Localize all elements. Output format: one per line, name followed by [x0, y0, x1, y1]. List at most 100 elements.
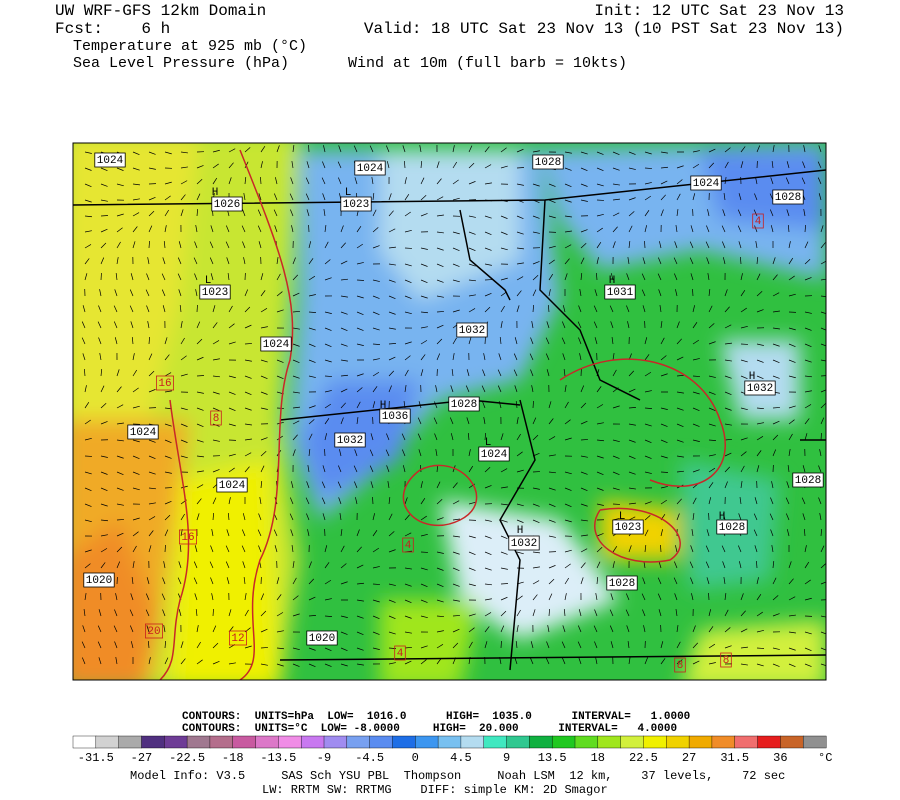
barb — [420, 311, 428, 314]
barb — [548, 259, 555, 265]
barb — [257, 209, 262, 217]
barb — [738, 513, 742, 521]
barb — [708, 497, 712, 505]
barb — [436, 499, 443, 505]
barb — [532, 231, 540, 234]
barb — [116, 455, 124, 459]
barb — [244, 466, 250, 473]
barb — [788, 343, 796, 347]
barb — [195, 225, 198, 233]
barb — [84, 563, 91, 569]
barb — [788, 241, 791, 249]
barb — [129, 609, 134, 617]
barb — [193, 561, 198, 569]
barb — [434, 401, 438, 409]
barb — [820, 631, 826, 635]
valid-time: Valid: 18 UTC Sat 23 Nov 13 (10 PST Sat … — [364, 20, 844, 38]
barb — [356, 663, 364, 666]
barb — [468, 294, 476, 297]
barb — [130, 321, 134, 329]
barb — [100, 215, 109, 217]
barb — [468, 501, 476, 505]
barb — [545, 657, 550, 665]
barb — [116, 369, 120, 377]
barb — [564, 503, 572, 507]
barb — [84, 385, 87, 393]
barb — [498, 353, 502, 361]
barb — [164, 657, 169, 665]
map-label: 4 — [755, 216, 762, 228]
barb — [404, 369, 409, 377]
barb — [244, 391, 252, 396]
barb — [564, 167, 572, 171]
barb — [436, 465, 439, 473]
barb — [756, 560, 758, 569]
barb — [433, 417, 438, 425]
barb — [276, 630, 284, 633]
barb — [307, 465, 310, 473]
barb — [386, 433, 390, 441]
barb — [484, 485, 492, 489]
barb — [196, 470, 204, 473]
barb — [580, 548, 588, 553]
colorbar-swatch — [529, 735, 553, 749]
barb — [500, 468, 508, 473]
barb — [242, 209, 246, 217]
label-box — [83, 572, 115, 588]
barb — [340, 529, 343, 537]
barb — [260, 359, 268, 363]
barb — [324, 598, 332, 601]
barb — [772, 663, 780, 667]
barb — [260, 663, 268, 666]
barb — [724, 407, 732, 411]
barb — [372, 583, 381, 585]
barb — [260, 628, 268, 633]
barb — [148, 336, 150, 345]
barb — [84, 519, 92, 523]
barb — [100, 421, 108, 425]
barb — [804, 631, 812, 635]
barb — [132, 151, 140, 156]
barb — [132, 439, 140, 443]
barb — [500, 535, 508, 540]
barb — [529, 353, 534, 361]
barb — [260, 465, 265, 473]
barb — [532, 503, 540, 507]
barb — [628, 455, 636, 460]
barb — [388, 599, 396, 603]
barb — [420, 354, 426, 361]
barb — [532, 215, 540, 219]
barb — [308, 647, 316, 651]
barb — [689, 561, 694, 569]
barb — [386, 465, 390, 473]
barb — [644, 182, 652, 185]
barb — [596, 561, 601, 569]
barb — [500, 321, 503, 329]
barb — [226, 529, 230, 537]
barb — [420, 177, 425, 185]
barb — [404, 311, 412, 315]
barb — [276, 663, 284, 667]
barb — [674, 593, 678, 601]
barb — [164, 529, 169, 537]
barb — [484, 567, 492, 571]
barb — [804, 433, 808, 441]
barb — [724, 324, 732, 329]
barb — [244, 645, 252, 649]
barb — [628, 406, 637, 409]
barb — [180, 641, 184, 649]
barb — [596, 577, 599, 585]
barb — [436, 161, 440, 169]
barb — [401, 449, 406, 457]
barb — [116, 257, 119, 265]
barb — [419, 145, 422, 153]
barb — [547, 625, 550, 633]
barb — [644, 167, 653, 169]
barb — [692, 513, 695, 521]
barb — [754, 545, 758, 553]
barb — [371, 177, 374, 185]
barb — [516, 551, 524, 555]
barb — [788, 359, 796, 363]
barb — [516, 417, 519, 425]
